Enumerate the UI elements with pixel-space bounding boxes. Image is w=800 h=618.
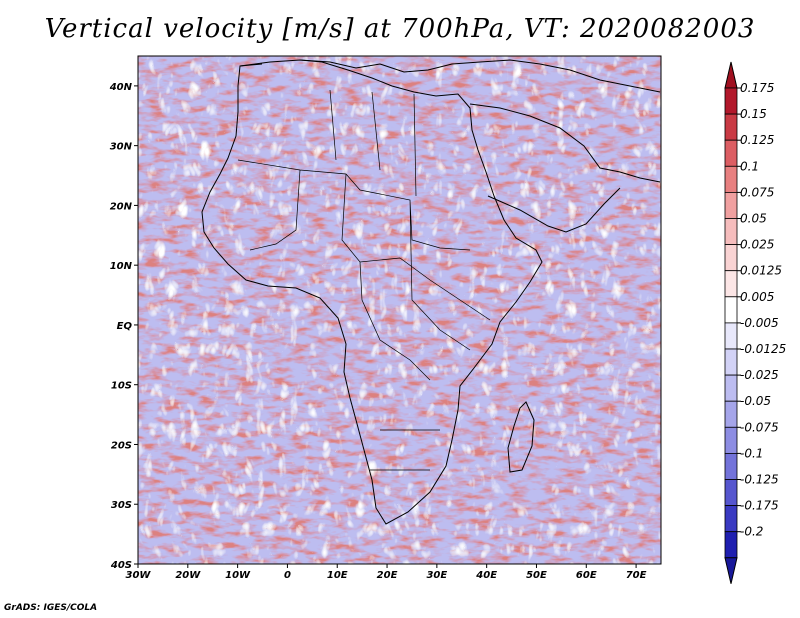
colorbar-swatch <box>724 505 738 533</box>
madagascar-coastline <box>507 401 535 473</box>
arabia-coastline <box>469 103 661 233</box>
colorbar-swatch <box>724 87 738 115</box>
colorbar-top-arrow <box>724 61 738 89</box>
colorbar-label: -0.1 <box>740 446 763 460</box>
colorbar-label: -0.005 <box>740 316 779 330</box>
coastlines <box>201 59 661 525</box>
velocity-field <box>138 56 661 564</box>
longitude-axis: 30W 20W 10W 0 10E 20E 30E 40E 50E 60E 70E <box>126 564 647 581</box>
africa-coastline <box>201 59 543 525</box>
lon-label: 60E <box>576 570 597 581</box>
colorbar-swatch <box>724 113 738 141</box>
grads-credit: GrADS: IGES/COLA <box>4 603 98 613</box>
colorbar-swatch <box>724 218 738 246</box>
colorbar-label: -0.025 <box>740 368 779 382</box>
lon-label: 20E <box>377 570 398 581</box>
colorbar-swatch <box>724 244 738 272</box>
colorbar-label: -0.05 <box>740 394 771 408</box>
lon-label: 40E <box>475 570 497 581</box>
latitude-axis: 40N 30N 20N 10N EQ 10S 20S 30S 40S <box>109 82 138 571</box>
lat-label: 10N <box>110 261 133 272</box>
colorbar-swatch <box>724 270 738 298</box>
colorbar-swatch <box>724 452 738 480</box>
lat-label: 20N <box>110 201 133 212</box>
map-frame <box>137 55 662 565</box>
lon-label: 0 <box>284 570 291 581</box>
colorbar-label: -0.2 <box>740 525 763 539</box>
lon-label: 10E <box>327 570 348 581</box>
colorbar-swatch <box>724 322 738 350</box>
colorbar-swatch <box>724 348 738 376</box>
colorbar-swatch <box>724 191 738 219</box>
lat-label: EQ <box>117 321 133 332</box>
colorbar-label: 0.025 <box>740 238 774 252</box>
lat-label: 20S <box>111 440 132 451</box>
lat-label: 40N <box>109 82 133 93</box>
colorbar-label: 0.075 <box>740 185 774 199</box>
lon-label: 20W <box>175 570 201 581</box>
colorbar-label: 0.125 <box>740 133 774 147</box>
colorbar-swatch <box>724 531 738 559</box>
colorbar-label: 0.15 <box>740 107 767 121</box>
colorbar-swatch <box>724 426 738 454</box>
colorbar-label: 0.175 <box>740 81 774 95</box>
colorbar-swatch <box>724 165 738 193</box>
lon-label: 70E <box>626 570 647 581</box>
lon-label: 50E <box>526 570 547 581</box>
colorbar: 0.175 0.15 0.125 0.1 0.075 0.05 0.025 0.0125 0.0… <box>724 61 786 584</box>
colorbar-bottom-arrow <box>724 557 738 584</box>
colorbar-swatch <box>724 400 738 428</box>
colorbar-swatch <box>724 479 738 507</box>
lat-label: 10S <box>111 381 132 392</box>
colorbar-label: 0.1 <box>740 159 759 173</box>
colorbar-label: -0.0125 <box>740 342 786 356</box>
lon-label: 10W <box>225 570 251 581</box>
lat-label: 30S <box>111 500 132 511</box>
colorbar-label: -0.125 <box>740 473 779 487</box>
lon-label: 30E <box>426 570 447 581</box>
europe-coastline <box>239 59 661 93</box>
colorbar-label: 0.005 <box>740 290 774 304</box>
colorbar-swatch <box>724 296 738 324</box>
lon-label: 30W <box>126 570 152 581</box>
colorbar-label: -0.075 <box>740 420 779 434</box>
colorbar-swatch <box>724 374 738 402</box>
country-borders <box>237 89 491 471</box>
colorbar-label: -0.175 <box>740 499 779 513</box>
colorbar-label: 0.0125 <box>740 264 782 278</box>
lat-label: 30N <box>110 142 133 153</box>
colorbar-label: 0.05 <box>740 212 767 226</box>
lat-label: 40S <box>110 560 132 571</box>
colorbar-swatch <box>724 139 738 167</box>
map-title: Vertical velocity [m/s] at 700hPa, VT: 2… <box>44 14 756 44</box>
